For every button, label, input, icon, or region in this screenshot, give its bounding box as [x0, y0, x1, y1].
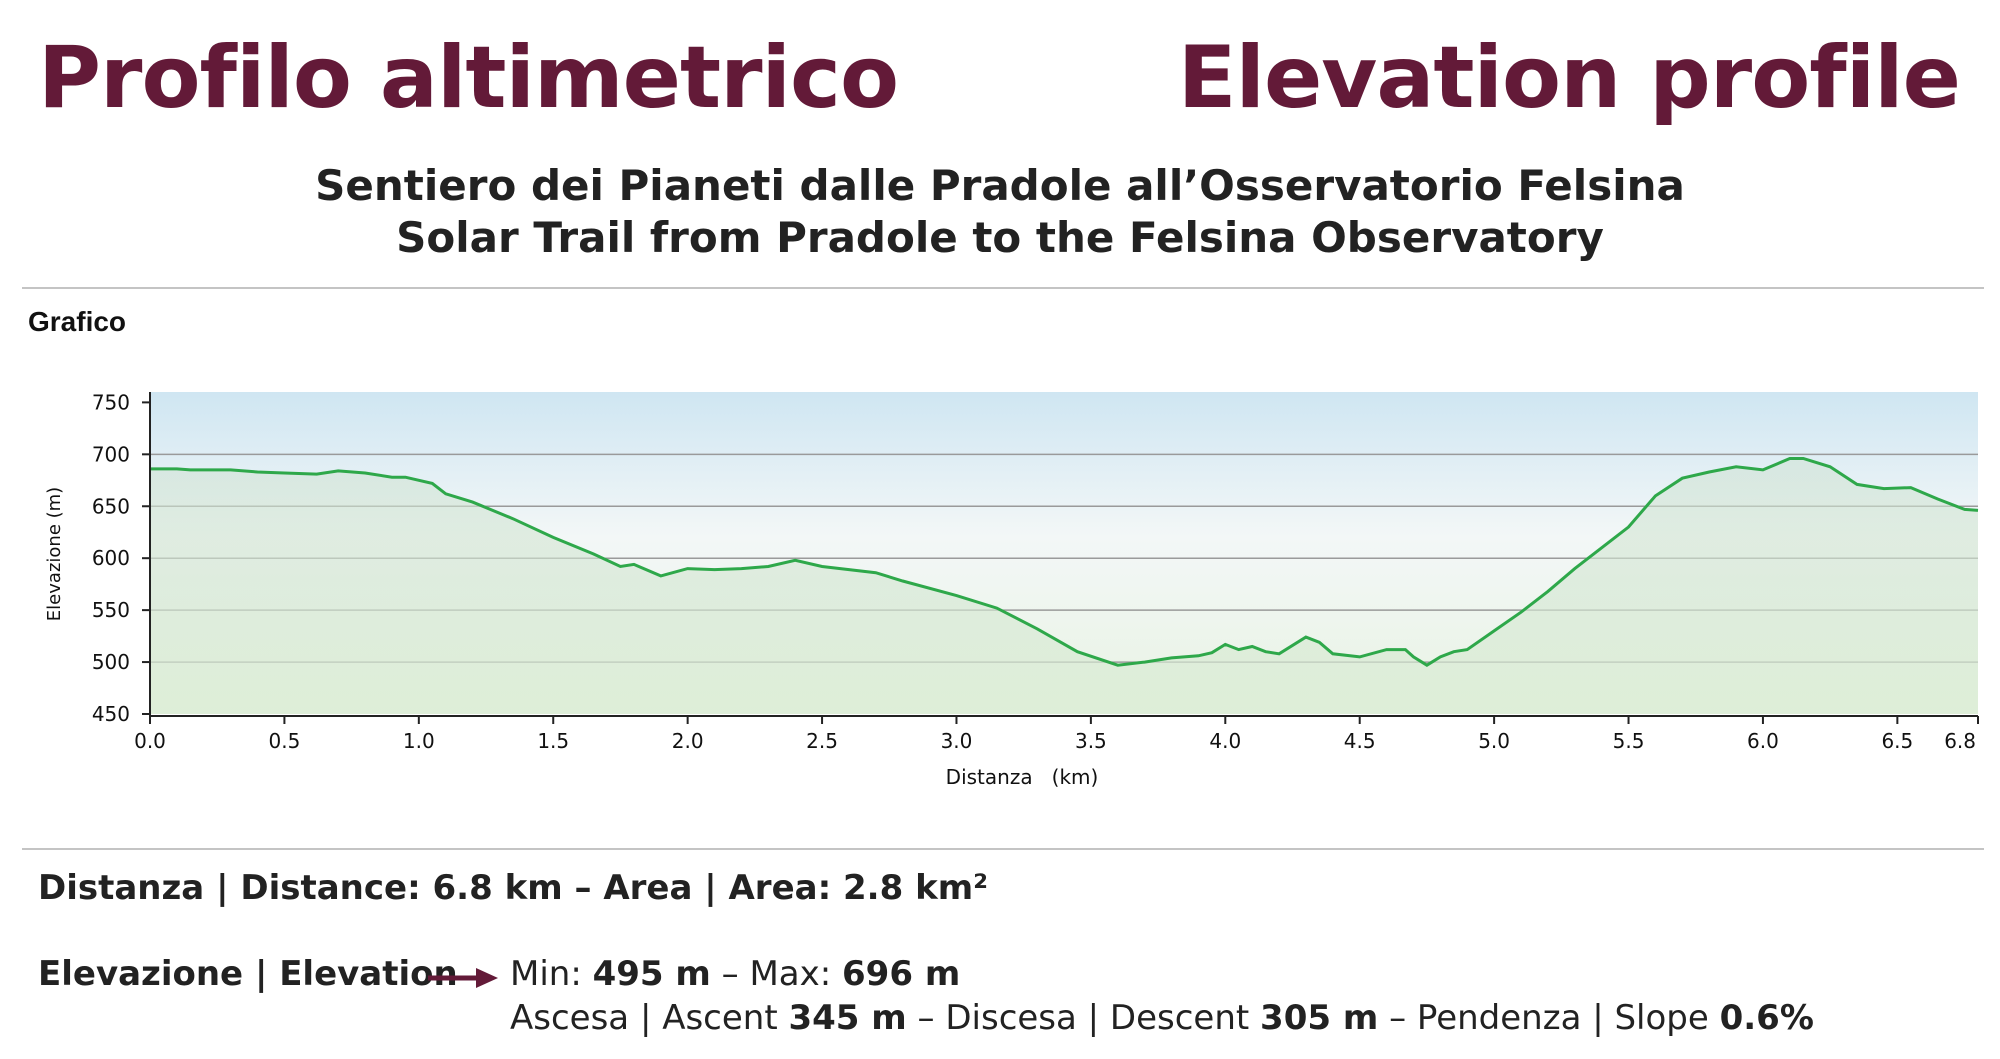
arrow-right-icon: [428, 968, 498, 988]
subtitle-english: Solar Trail from Pradole to the Felsina …: [396, 213, 1604, 262]
x-tick-label: 6.0: [1747, 729, 1779, 753]
elevation-min-max: Min: 495 m – Max: 696 m: [510, 954, 960, 994]
elevation-ascent-descent: Ascesa | Ascent 345 m – Discesa | Descen…: [510, 998, 1814, 1038]
y-tick-label: 700: [92, 442, 130, 466]
x-tick-label: 0.0: [134, 729, 166, 753]
x-tick-label: 1.0: [403, 729, 435, 753]
min-value: 495 m: [592, 954, 711, 994]
descent-label: – Discesa | Descent: [906, 998, 1261, 1038]
subtitle-italian: Sentiero dei Pianeti dalle Pradole all’O…: [315, 161, 1685, 210]
x-tick-label: 3.0: [941, 729, 973, 753]
distance-value: 6.8 km: [432, 868, 563, 908]
x-tick-label: 5.5: [1613, 729, 1645, 753]
x-tick-label: 1.5: [537, 729, 569, 753]
slope-label: – Pendenza | Slope: [1378, 998, 1720, 1038]
y-tick-label: 450: [92, 702, 130, 726]
y-axis-label: Elevazione (m): [44, 487, 65, 621]
x-tick-label: 4.0: [1209, 729, 1241, 753]
x-tick-label: 6.8: [1944, 729, 1976, 753]
y-tick-label: 550: [92, 598, 130, 622]
x-tick-label: 5.0: [1478, 729, 1510, 753]
max-label: – Max:: [710, 954, 843, 994]
x-axis-label: Distanza (km): [946, 765, 1099, 789]
elevation-label: Elevazione | Elevation: [38, 954, 458, 994]
x-tick-label: 0.5: [269, 729, 301, 753]
info-separator: –: [562, 868, 604, 908]
max-value: 696 m: [842, 954, 961, 994]
ascent-value: 345 m: [788, 998, 907, 1038]
y-tick-label: 500: [92, 650, 130, 674]
divider-top: [22, 287, 1984, 289]
y-tick-label: 650: [92, 494, 130, 518]
elevation-chart: 450 500 550 600 650 700 750 0.0 0.5 1.0 1.5 2.0 2.5 3…: [44, 390, 1979, 789]
ascent-label: Ascesa | Ascent: [510, 998, 789, 1038]
distance-area-line: Distanza | Distance: 6.8 km – Area | Are…: [38, 868, 988, 908]
x-tick-label: 2.5: [806, 729, 838, 753]
descent-value: 305 m: [1260, 998, 1379, 1038]
elevation-profile-line: [150, 457, 1979, 667]
x-tick-label: 6.5: [1881, 729, 1913, 753]
section-label-grafico: Grafico: [28, 306, 127, 337]
x-tick-label: 4.5: [1344, 729, 1376, 753]
min-label: Min:: [510, 954, 593, 994]
y-tick-label: 750: [92, 390, 130, 414]
y-tick-label: 600: [92, 546, 130, 570]
slope-value: 0.6%: [1719, 998, 1814, 1038]
title-italian: Profilo altimetrico: [38, 28, 899, 128]
elevation-area-fill: [150, 458, 1978, 714]
x-tick-label: 2.0: [672, 729, 704, 753]
distance-label: Distanza | Distance:: [38, 868, 433, 908]
divider-bottom: [22, 848, 1984, 850]
x-tick-label: 3.5: [1075, 729, 1107, 753]
area-label: Area | Area:: [603, 868, 844, 908]
area-value: 2.8 km²: [843, 868, 989, 908]
title-english: Elevation profile: [1177, 28, 1961, 128]
